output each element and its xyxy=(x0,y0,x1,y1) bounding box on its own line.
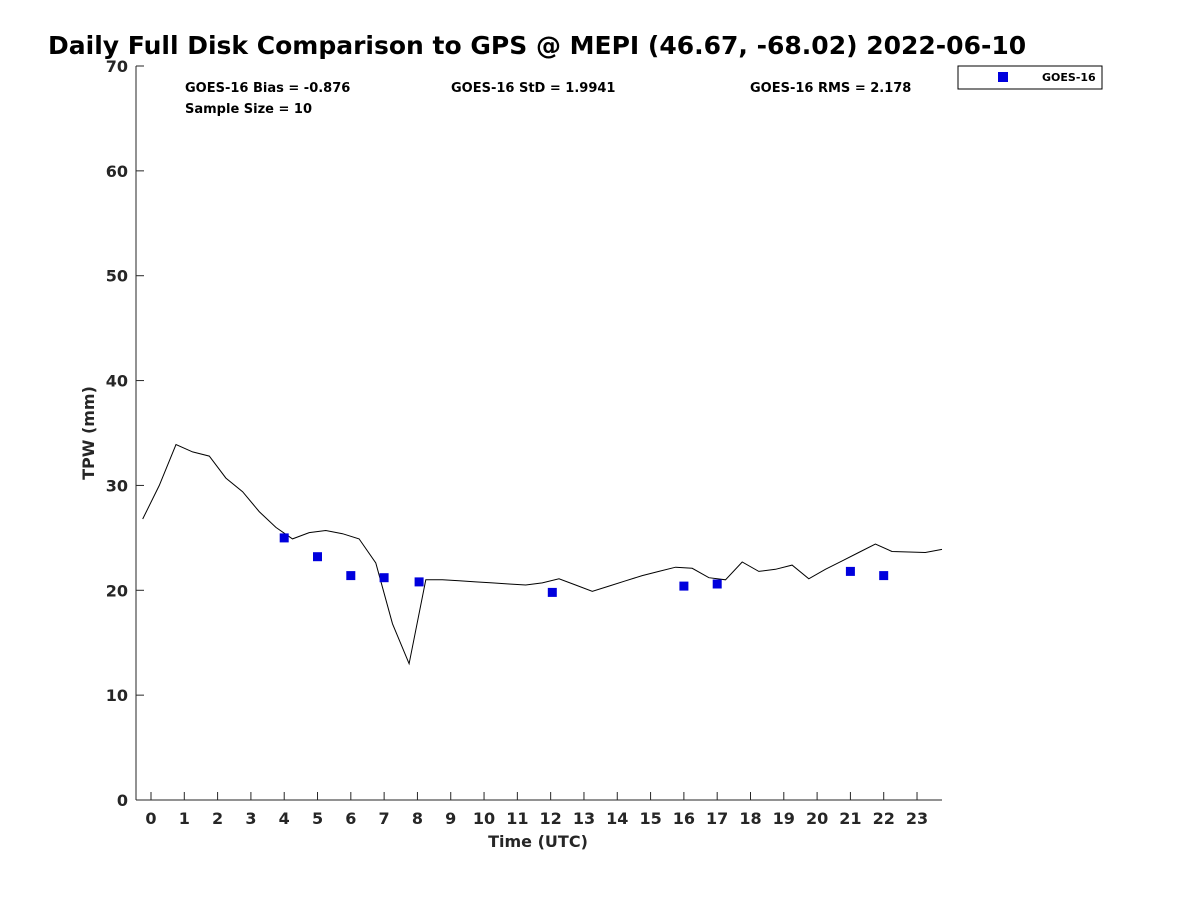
x-tick-label: 0 xyxy=(145,809,156,828)
y-tick-label: 10 xyxy=(106,686,128,705)
legend-label-goes16: GOES-16 xyxy=(1042,71,1096,84)
goes16-point xyxy=(679,581,689,591)
x-tick-label: 8 xyxy=(412,809,423,828)
bias-stat: GOES-16 Bias = -0.876 xyxy=(185,81,350,96)
y-tick-label: 0 xyxy=(117,791,128,810)
x-tick-label: 7 xyxy=(379,809,390,828)
x-tick-label: 20 xyxy=(806,809,828,828)
y-tick-label: 30 xyxy=(106,476,128,495)
std-stat: GOES-16 StD = 1.9941 xyxy=(451,81,615,96)
x-tick-label: 13 xyxy=(573,809,595,828)
goes16-point xyxy=(845,566,855,576)
goes16-point xyxy=(712,579,722,589)
sample-size-stat: Sample Size = 10 xyxy=(185,102,312,117)
goes16-point xyxy=(346,571,356,581)
legend: GOES-16 xyxy=(957,65,1103,90)
goes16-marker-layer xyxy=(279,533,889,597)
gps-tpw-line xyxy=(142,443,943,666)
chart-title: Daily Full Disk Comparison to GPS @ MEPI… xyxy=(48,31,1026,60)
goes16-point xyxy=(279,533,289,543)
rms-stat: GOES-16 RMS = 2.178 xyxy=(750,81,911,96)
legend-box xyxy=(957,65,1103,90)
x-tick-label: 5 xyxy=(312,809,323,828)
x-tick-label: 9 xyxy=(445,809,456,828)
x-tick-label: 4 xyxy=(279,809,290,828)
x-tick-label: 15 xyxy=(639,809,661,828)
legend-marker-goes16 xyxy=(998,72,1008,82)
y-tick-label: 40 xyxy=(106,372,128,391)
gps-line-layer xyxy=(142,443,943,666)
goes16-point xyxy=(414,577,424,587)
x-tick-label: 19 xyxy=(773,809,795,828)
goes16-point xyxy=(879,571,889,581)
goes16-point xyxy=(547,587,557,597)
y-tick-label: 50 xyxy=(106,267,128,286)
y-axis-label: TPW (mm) xyxy=(79,386,98,480)
x-tick-label: 1 xyxy=(179,809,190,828)
y-tick-label: 20 xyxy=(106,581,128,600)
x-tick-label: 21 xyxy=(839,809,861,828)
y-tick-label: 70 xyxy=(106,57,128,76)
x-tick-label: 10 xyxy=(473,809,495,828)
x-tick-label: 17 xyxy=(706,809,728,828)
x-tick-label: 12 xyxy=(540,809,562,828)
goes16-point xyxy=(379,573,389,583)
x-tick-label: 18 xyxy=(739,809,761,828)
x-axis-label: Time (UTC) xyxy=(488,832,588,851)
goes16-point xyxy=(313,552,322,562)
x-tick-label: 11 xyxy=(506,809,528,828)
x-tick-label: 6 xyxy=(345,809,356,828)
y-tick-label: 60 xyxy=(106,162,128,181)
x-tick-label: 14 xyxy=(606,809,628,828)
x-tick-label: 22 xyxy=(873,809,895,828)
x-tick-label: 3 xyxy=(245,809,256,828)
x-tick-label: 16 xyxy=(673,809,695,828)
x-tick-label: 23 xyxy=(906,809,928,828)
x-tick-label: 2 xyxy=(212,809,223,828)
